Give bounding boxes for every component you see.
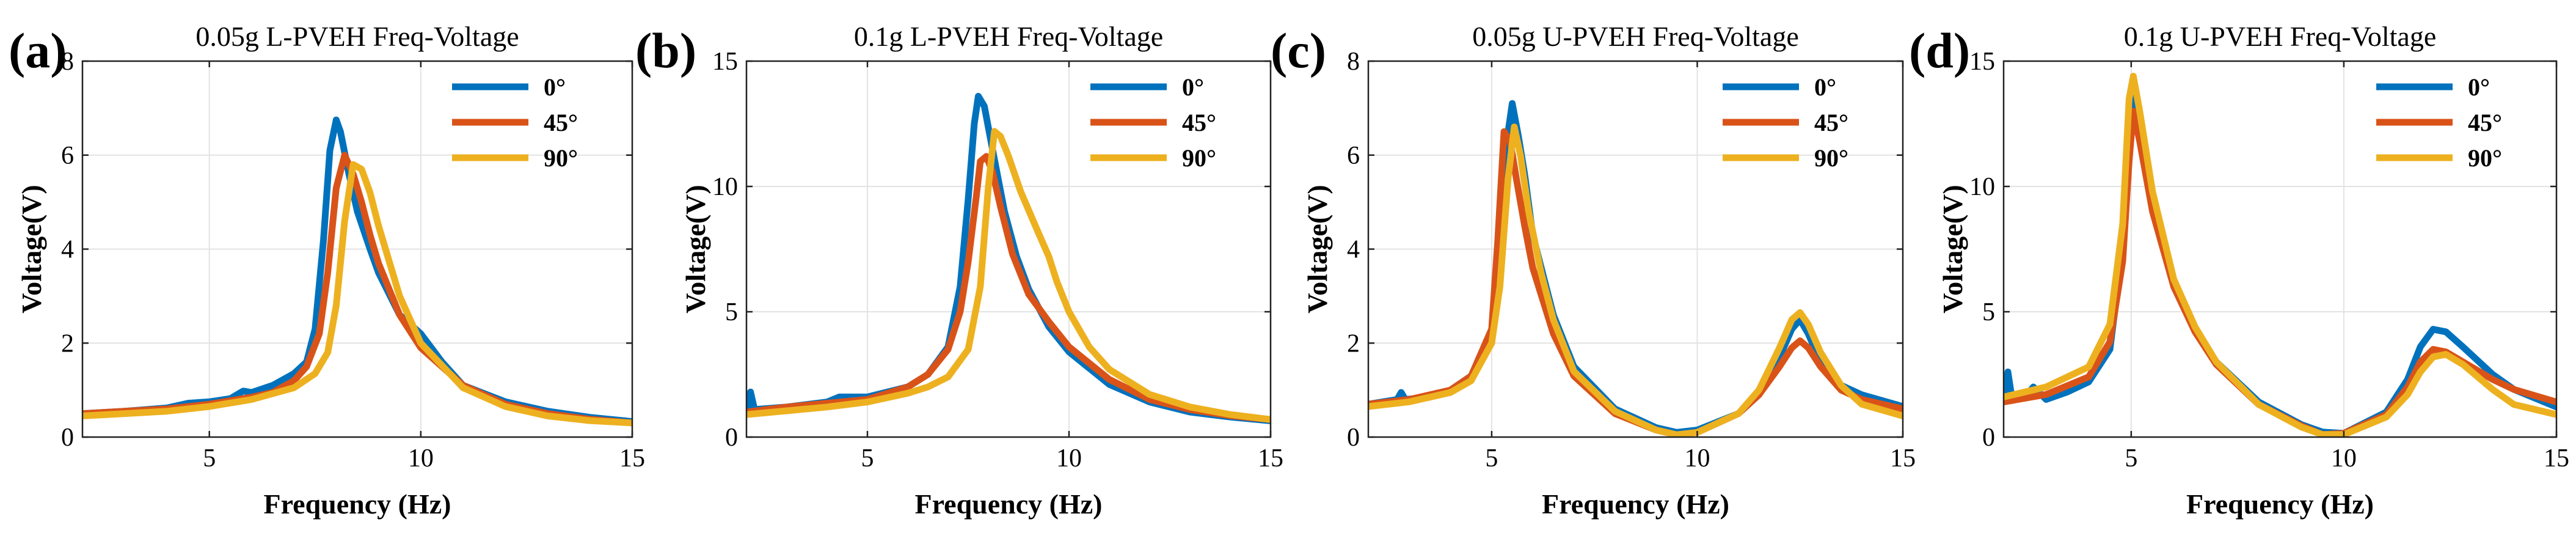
- legend-label: 45°: [2468, 109, 2502, 136]
- legend-label: 90°: [544, 144, 578, 172]
- panel-title: 0.05g L-PVEH Freq-Voltage: [195, 21, 519, 52]
- legend-label: 0°: [1814, 73, 1836, 101]
- panel-3: 5 10 15 0 2 4 6 8 Frequency (Hz) Voltage(V) 0.05g …: [1271, 21, 1916, 520]
- x-axis-label: Frequency (Hz): [2186, 488, 2374, 520]
- x-tick-label: 10: [2331, 444, 2357, 473]
- y-tick-label: 5: [725, 298, 738, 326]
- x-tick-label: 10: [1684, 444, 1710, 473]
- x-tick-label: 15: [1258, 444, 1283, 473]
- x-axis-label: Frequency (Hz): [914, 488, 1102, 520]
- legend: 0° 45° 90°: [2376, 73, 2502, 172]
- panel-title: 0.05g U-PVEH Freq-Voltage: [1472, 21, 1798, 52]
- legend-label: 45°: [544, 109, 578, 136]
- legend-label: 0°: [544, 73, 566, 101]
- y-axis-label: Voltage(V): [1302, 185, 1333, 313]
- series-line-3: [746, 128, 1271, 423]
- y-tick-label: 15: [1969, 48, 1995, 76]
- legend: 0° 45° 90°: [1723, 73, 1848, 172]
- y-tick-label: 0: [725, 424, 738, 452]
- y-tick-label: 6: [61, 142, 74, 170]
- x-tick-label: 15: [2544, 444, 2569, 473]
- series-line-3: [1368, 123, 1903, 437]
- axes-box: [745, 60, 1272, 438]
- legend-label: 45°: [1814, 109, 1848, 136]
- series-line-2: [82, 152, 632, 427]
- y-tick-label: 2: [61, 329, 74, 358]
- y-tick-label: 10: [1969, 173, 1995, 201]
- panel-title: 0.1g L-PVEH Freq-Voltage: [854, 21, 1163, 52]
- y-tick-label: 10: [712, 173, 738, 201]
- y-tick-label: 6: [1347, 142, 1360, 170]
- x-tick-label: 5: [861, 444, 874, 473]
- y-tick-label: 4: [1347, 236, 1360, 264]
- legend-label: 90°: [1182, 144, 1216, 172]
- panel-2: 5 10 15 0 5 10 15 Frequency (Hz) Voltage(V) 0.1g …: [635, 21, 1283, 520]
- series-line-3: [2004, 73, 2556, 437]
- legend: 0° 45° 90°: [452, 73, 578, 172]
- x-tick-label: 10: [1056, 444, 1082, 473]
- y-tick-label: 8: [1347, 48, 1360, 76]
- panel-title: 0.1g U-PVEH Freq-Voltage: [2124, 21, 2436, 52]
- series-line-2: [746, 153, 1271, 423]
- series-line-3: [82, 161, 632, 427]
- y-axis-label: Voltage(V): [680, 185, 711, 313]
- y-axis-label: Voltage(V): [16, 185, 47, 313]
- x-tick-label: 5: [1485, 444, 1498, 473]
- y-tick-label: 0: [61, 424, 74, 452]
- series-line-2: [1368, 128, 1903, 437]
- y-tick-label: 0: [1347, 424, 1360, 452]
- x-tick-label: 15: [1890, 444, 1916, 473]
- legend-label: 90°: [1814, 144, 1848, 172]
- x-tick-label: 15: [619, 444, 645, 473]
- x-tick-label: 5: [203, 444, 216, 473]
- panel-4: 5 10 15 0 5 10 15 Frequency (Hz) Voltage(V) 0.1g …: [1909, 21, 2569, 520]
- panel-letter: (d): [1909, 23, 1970, 78]
- panel-1: 5 10 15 0 2 4 6 8 Frequency (Hz) Voltage(V) 0.05g …: [9, 21, 645, 520]
- axes-box: [2002, 60, 2558, 438]
- y-tick-label: 0: [1982, 424, 1995, 452]
- y-tick-label: 15: [712, 48, 738, 76]
- y-tick-label: 8: [61, 48, 74, 76]
- panel-letter: (a): [9, 23, 67, 78]
- legend-label: 90°: [2468, 144, 2502, 172]
- x-axis-label: Frequency (Hz): [263, 488, 451, 520]
- panel-letter: (b): [635, 23, 696, 78]
- y-tick-label: 4: [61, 236, 74, 264]
- y-tick-label: 2: [1347, 329, 1360, 358]
- x-tick-label: 5: [2125, 444, 2137, 473]
- legend-label: 45°: [1182, 109, 1216, 136]
- legend: 0° 45° 90°: [1090, 73, 1216, 172]
- panel-letter: (c): [1271, 23, 1326, 78]
- legend-label: 0°: [2468, 73, 2490, 101]
- y-axis-label: Voltage(V): [1937, 185, 1968, 313]
- y-tick-label: 5: [1982, 298, 1995, 326]
- x-axis-label: Frequency (Hz): [1542, 488, 1729, 520]
- x-tick-label: 10: [408, 444, 434, 473]
- legend-label: 0°: [1182, 73, 1204, 101]
